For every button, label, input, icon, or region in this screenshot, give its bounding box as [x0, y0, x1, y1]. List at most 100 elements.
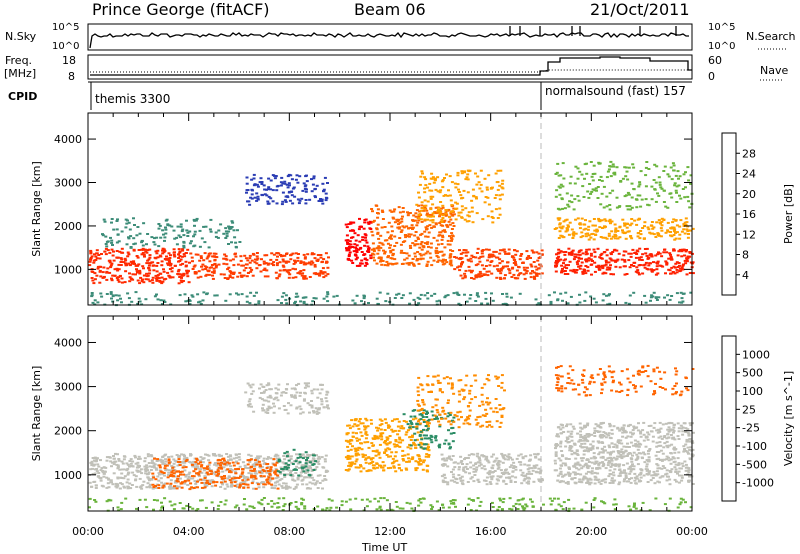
range-cell [422, 443, 426, 446]
range-cell [540, 253, 544, 256]
range-cell [400, 217, 404, 220]
range-cell [224, 299, 228, 302]
range-cell [183, 457, 187, 460]
range-cell [564, 264, 568, 267]
range-cell [562, 480, 565, 483]
range-cell [95, 468, 99, 470]
range-cell [433, 414, 437, 417]
range-cell [124, 226, 128, 229]
range-cell [467, 220, 471, 223]
range-cell [459, 257, 463, 259]
range-cell [505, 455, 509, 458]
range-cell [638, 183, 642, 186]
range-cell [313, 257, 317, 260]
range-cell [319, 271, 323, 273]
range-cell [452, 392, 456, 395]
range-cell [124, 270, 128, 273]
range-cell [119, 297, 122, 300]
range-cell [612, 273, 615, 276]
range-cell [161, 473, 165, 476]
range-cell [390, 210, 394, 213]
range-cell [176, 477, 180, 480]
range-cell [430, 418, 434, 421]
range-cell [167, 257, 171, 260]
range-cell [567, 205, 571, 208]
range-cell [284, 463, 288, 466]
range-cell [524, 272, 528, 275]
range-cell [190, 256, 194, 259]
range-cell [214, 454, 218, 457]
range-cell [206, 465, 209, 468]
range-cell [377, 237, 381, 240]
range-cell [643, 266, 647, 269]
range-cell [578, 227, 582, 230]
range-cell [148, 483, 152, 486]
range-cell [449, 253, 453, 256]
range-cell [581, 272, 585, 275]
range-cell [458, 249, 461, 252]
range-cell [538, 458, 542, 461]
range-cell [281, 461, 285, 464]
range-cell [280, 391, 284, 394]
range-cell [99, 459, 102, 462]
range-cell [664, 272, 667, 275]
range-cell [424, 178, 428, 181]
range-cell [126, 478, 130, 481]
range-cell [483, 383, 487, 386]
range-cell [175, 454, 179, 456]
range-cell [385, 454, 389, 456]
range-cell [390, 462, 394, 465]
range-cell [180, 281, 184, 284]
range-cell [425, 434, 428, 437]
range-cell [210, 264, 214, 266]
range-cell [475, 423, 479, 426]
range-cell [209, 218, 213, 221]
range-cell [507, 268, 511, 271]
range-cell [107, 486, 111, 489]
range-cell [682, 228, 686, 231]
range-cell [257, 457, 261, 459]
range-cell [499, 469, 503, 472]
range-cell [110, 262, 114, 265]
range-cell [263, 254, 267, 257]
range-cell [295, 174, 299, 177]
nsky-trace [89, 32, 689, 49]
range-cell [554, 265, 558, 268]
range-cell [450, 205, 454, 208]
range-cell [235, 476, 239, 479]
range-cell [371, 242, 375, 245]
range-cell [109, 460, 113, 463]
range-cell [119, 257, 123, 260]
range-cell [680, 230, 684, 233]
range-cell [370, 422, 373, 425]
range-cell [653, 163, 657, 166]
range-cell [517, 274, 520, 277]
range-cell [608, 218, 612, 221]
range-cell [570, 250, 574, 253]
range-cell [134, 291, 138, 294]
range-cell [266, 275, 270, 278]
range-cell [549, 302, 553, 305]
range-cell [203, 486, 207, 489]
range-cell [676, 254, 680, 257]
range-cell [272, 402, 275, 405]
range-cell [678, 237, 682, 240]
range-cell [561, 462, 565, 465]
range-cell [485, 248, 488, 251]
range-cell [141, 265, 145, 268]
range-cell [417, 463, 421, 466]
range-cell [106, 249, 110, 252]
range-cell [155, 236, 159, 239]
range-cell [296, 476, 300, 479]
range-cell [450, 239, 453, 242]
range-cell [441, 206, 445, 209]
range-cell [102, 472, 106, 475]
cpid-label: CPID [8, 90, 37, 103]
range-cell [469, 294, 473, 296]
range-cell [486, 459, 490, 462]
range-cell [446, 457, 449, 460]
range-cell [388, 246, 392, 249]
range-cell [638, 194, 642, 197]
range-cell [441, 254, 445, 257]
range-cell [177, 253, 180, 256]
